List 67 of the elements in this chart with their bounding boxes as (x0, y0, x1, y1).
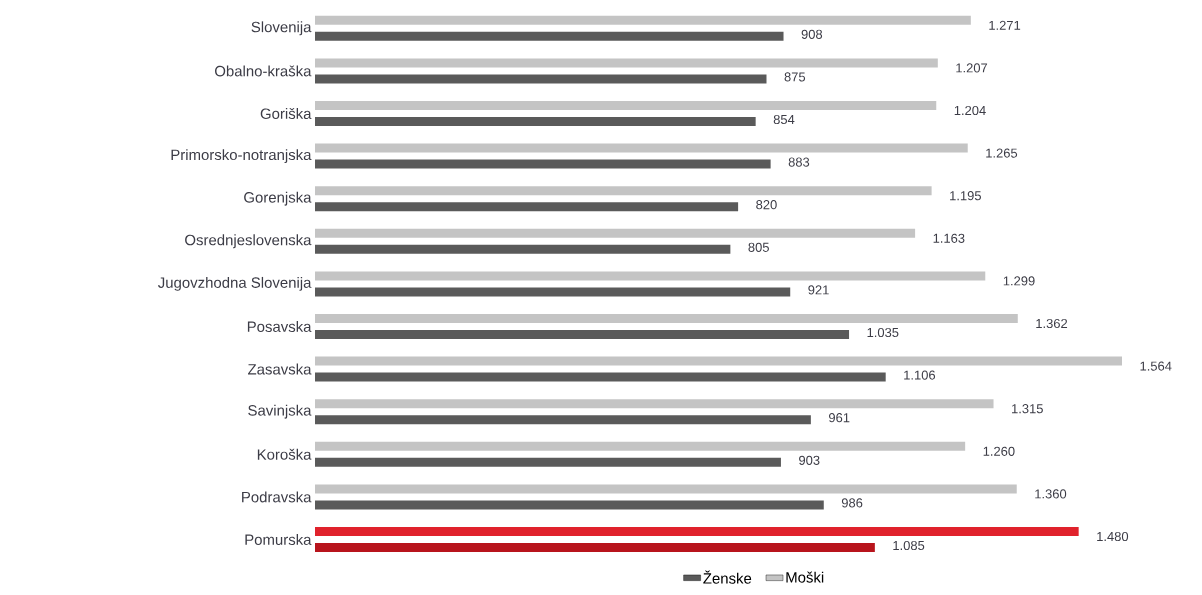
bar (315, 372, 886, 382)
bar (315, 441, 966, 451)
data-label: 1.163 (933, 233, 965, 243)
data-label: 903 (799, 455, 820, 465)
bar (315, 314, 1018, 323)
bar (315, 186, 932, 196)
y-tick-label: Savinjska (248, 404, 312, 419)
data-label: 883 (788, 157, 810, 167)
bar (315, 527, 1079, 536)
data-label: 1.360 (1035, 489, 1067, 499)
data-label: 1.315 (1012, 404, 1043, 414)
data-label: 1.207 (956, 63, 988, 73)
bar (315, 356, 1123, 366)
data-label: 820 (756, 200, 777, 210)
data-label: 854 (773, 114, 795, 125)
data-label: 1.106 (904, 370, 936, 380)
bar (315, 143, 968, 153)
bar (315, 484, 1017, 494)
data-label: 1.564 (1140, 361, 1172, 371)
data-label: 986 (841, 498, 863, 508)
legend-label: Moški (786, 571, 824, 583)
bar (315, 543, 875, 552)
bar (315, 399, 994, 409)
data-label: 921 (808, 285, 829, 295)
data-label: 1.260 (983, 446, 1015, 456)
bar (315, 15, 971, 25)
bar (315, 101, 937, 110)
data-label: 1.265 (986, 148, 1018, 158)
bar (315, 244, 731, 254)
y-tick-label: Pomurska (245, 534, 312, 545)
bar (315, 117, 756, 126)
y-tick-label: Posavska (247, 321, 312, 332)
y-tick-label: Osrednjeslovenska (185, 234, 312, 249)
bar (315, 31, 784, 41)
bar (315, 457, 781, 467)
bar (315, 415, 811, 425)
bar (315, 228, 916, 238)
data-label: 1.299 (1003, 276, 1035, 286)
data-label: 1.035 (867, 327, 899, 338)
bar (315, 330, 850, 339)
data-label: 961 (829, 413, 850, 423)
y-tick-label: Jugovzhodna Slovenija (158, 276, 312, 291)
y-tick-label: Goriška (260, 107, 312, 119)
y-tick-label: Slovenija (251, 21, 312, 36)
data-label: 805 (748, 242, 769, 252)
bar (315, 58, 938, 68)
bar (315, 74, 767, 84)
y-tick-label: Koroška (257, 448, 312, 460)
y-tick-label: Gorenjska (244, 191, 312, 206)
y-tick-label: Primorsko-notranjska (171, 149, 312, 164)
data-label: 1.362 (1036, 318, 1068, 329)
bar (315, 500, 824, 510)
bar (315, 287, 791, 297)
legend-label: Ženske (703, 570, 752, 584)
data-label: 1.204 (954, 105, 986, 116)
data-label: 1.085 (893, 540, 925, 551)
bar (315, 202, 739, 212)
y-tick-label: Obalno-kraška (215, 65, 312, 77)
data-label: 1.480 (1097, 531, 1129, 542)
y-tick-label: Podravska (242, 491, 312, 503)
bar (315, 159, 771, 169)
data-label: 1.271 (989, 20, 1021, 30)
data-label: 1.195 (950, 191, 981, 201)
data-label: 908 (801, 29, 823, 39)
bar (315, 271, 986, 281)
data-label: 875 (784, 72, 806, 82)
y-tick-label: Zasavska (248, 363, 312, 375)
